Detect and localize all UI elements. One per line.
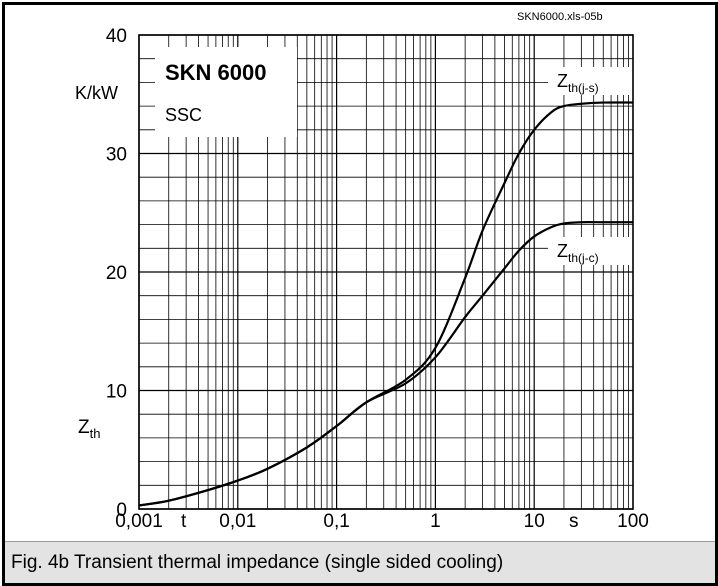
x-tick-label: 10 [524, 511, 545, 532]
chart: 0 10 20 30 40 0,001 0,01 0,1 1 10 100 SKN 6000 SSC… [75, 7, 649, 532]
title-box-bg [155, 47, 297, 137]
y-tick-label: 20 [106, 263, 127, 284]
series-line-zth-jc [138, 221, 634, 507]
figure-caption: Fig. 4b Transient thermal impedance (sin… [5, 541, 715, 583]
tick-labels: 0 10 20 30 40 0,001 0,01 0,1 1 10 100 [106, 26, 649, 532]
x-axis-label: t [181, 511, 187, 532]
y-tick-label: 30 [106, 145, 127, 166]
chart-title: SKN 6000 [165, 60, 267, 85]
series-label-zth-jc: Zth(j-c) [557, 241, 599, 265]
series-line-zth-js [138, 101, 634, 507]
x-tick-label: 100 [617, 511, 649, 532]
x-tick-label: 0,1 [323, 511, 349, 532]
x-unit-label: s [569, 511, 579, 532]
y-axis-label: Zth [78, 417, 100, 441]
file-tag: SKN6000.xls-05b [517, 11, 603, 23]
series-lines [138, 101, 634, 507]
y-tick-label: 10 [106, 382, 127, 403]
series-label-zth-js: Zth(j-s) [557, 71, 599, 95]
series-label-bg-js [548, 67, 634, 95]
series-label-bg-jc [548, 237, 634, 265]
chart-subtitle: SSC [165, 105, 202, 125]
file-tag-bg [510, 7, 630, 23]
y-tick-label: 40 [106, 26, 127, 47]
plot-border [138, 34, 634, 510]
x-tick-label: 0,01 [219, 511, 256, 532]
x-tick-label: 0,001 [115, 511, 163, 532]
y-tick-label: 0 [116, 500, 127, 521]
x-tick-label: 1 [430, 511, 441, 532]
y-unit-label: K/kW [75, 83, 118, 103]
